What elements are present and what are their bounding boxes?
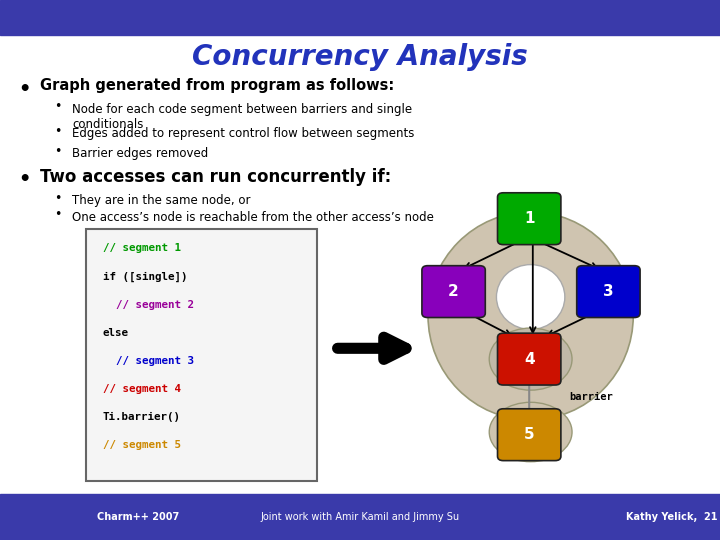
Text: Kathy Yelick,  21: Kathy Yelick, 21	[626, 512, 718, 522]
FancyBboxPatch shape	[577, 266, 640, 318]
Text: // segment 2: // segment 2	[103, 300, 194, 309]
FancyBboxPatch shape	[422, 266, 485, 318]
Text: •: •	[18, 80, 30, 99]
Ellipse shape	[490, 328, 572, 390]
Text: // segment 4: // segment 4	[103, 384, 181, 394]
Ellipse shape	[497, 265, 565, 329]
Text: else: else	[103, 328, 129, 338]
Text: Node for each code segment between barriers and single
conditionals: Node for each code segment between barri…	[72, 103, 412, 131]
Text: Edges added to represent control flow between segments: Edges added to represent control flow be…	[72, 127, 415, 140]
Text: 3: 3	[603, 284, 613, 299]
Text: Concurrency Analysis: Concurrency Analysis	[192, 43, 528, 71]
Text: barrier: barrier	[569, 392, 613, 402]
Text: if ([single]): if ([single])	[103, 272, 187, 281]
Bar	[0, 0, 720, 35]
FancyBboxPatch shape	[498, 409, 561, 461]
Text: 1: 1	[524, 211, 534, 226]
Text: 2: 2	[449, 284, 459, 299]
Text: One access’s node is reachable from the other access’s node: One access’s node is reachable from the …	[72, 211, 434, 224]
Text: •: •	[54, 145, 61, 158]
Text: •: •	[18, 170, 30, 189]
Text: Joint work with Amir Kamil and Jimmy Su: Joint work with Amir Kamil and Jimmy Su	[261, 512, 459, 522]
FancyBboxPatch shape	[498, 193, 561, 245]
Bar	[0, 494, 720, 540]
Text: // segment 5: // segment 5	[103, 440, 181, 450]
Text: 5: 5	[524, 427, 534, 442]
FancyBboxPatch shape	[498, 333, 561, 385]
Text: •: •	[54, 100, 61, 113]
Text: •: •	[54, 192, 61, 205]
Text: They are in the same node, or: They are in the same node, or	[72, 194, 251, 207]
Text: // segment 1: // segment 1	[103, 244, 181, 253]
Text: Two accesses can run concurrently if:: Two accesses can run concurrently if:	[40, 168, 391, 186]
Text: Ti.barrier(): Ti.barrier()	[103, 412, 181, 422]
Ellipse shape	[490, 402, 572, 462]
Text: •: •	[54, 125, 61, 138]
FancyBboxPatch shape	[86, 230, 317, 481]
Ellipse shape	[428, 212, 634, 420]
Text: // segment 3: // segment 3	[103, 356, 194, 366]
Text: •: •	[54, 208, 61, 221]
Text: Graph generated from program as follows:: Graph generated from program as follows:	[40, 78, 394, 93]
Text: 4: 4	[524, 352, 534, 367]
Text: Barrier edges removed: Barrier edges removed	[72, 147, 208, 160]
Text: Charm++ 2007: Charm++ 2007	[97, 512, 179, 522]
